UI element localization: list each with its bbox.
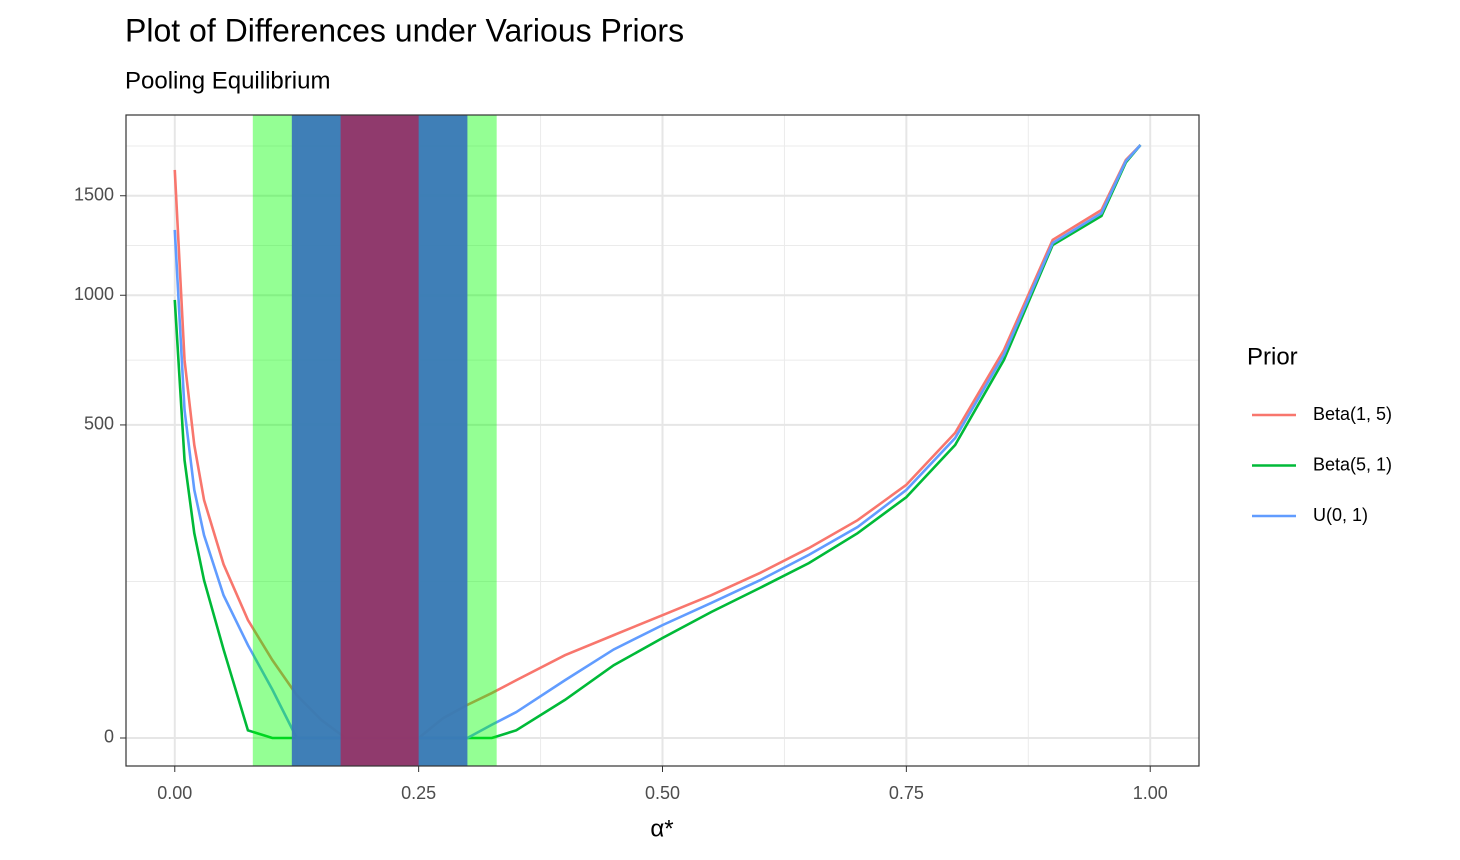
panel-border xyxy=(125,114,1200,767)
y-tick-label: 0 xyxy=(104,727,114,747)
legend-label: Beta(5, 1) xyxy=(1313,454,1392,474)
y-tick-label: 500 xyxy=(84,414,114,434)
series-line xyxy=(173,144,1142,740)
x-axis-label: α* xyxy=(650,815,673,842)
x-tick-label: 0.75 xyxy=(889,783,924,803)
y-tick-label: 1000 xyxy=(74,284,114,304)
chart-subtitle: Pooling Equilibrium xyxy=(125,67,330,94)
series-line xyxy=(173,144,1142,740)
x-tick-label: 0.50 xyxy=(645,783,680,803)
legend-label: Beta(1, 5) xyxy=(1313,404,1392,424)
x-tick-label: 1.00 xyxy=(1133,783,1168,803)
legend-title: Prior xyxy=(1247,343,1298,370)
y-tick-label: 1500 xyxy=(74,184,114,204)
x-tick-label: 0.00 xyxy=(157,783,192,803)
x-tick-label: 0.25 xyxy=(401,783,436,803)
legend-label: U(0, 1) xyxy=(1313,505,1368,525)
series-line xyxy=(173,144,1142,740)
band xyxy=(340,115,419,766)
chart-title: Plot of Differences under Various Priors xyxy=(125,12,684,48)
